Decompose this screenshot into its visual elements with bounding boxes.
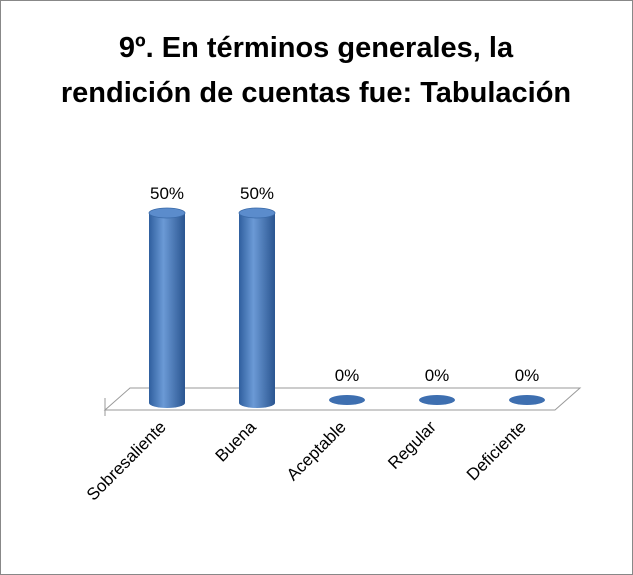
- x-tick-label: Regular: [384, 417, 440, 473]
- bar: [239, 213, 275, 408]
- value-label: 50%: [150, 184, 184, 203]
- x-tick-label: Aceptable: [283, 417, 350, 484]
- value-label: 50%: [240, 184, 274, 203]
- x-tick-label: Buena: [212, 417, 261, 466]
- bar: [329, 395, 365, 405]
- x-tick-label: Sobresaliente: [83, 417, 170, 504]
- chart-title: 9º. En términos generales, la rendición …: [60, 32, 572, 109]
- bar-top: [148, 207, 186, 219]
- x-tick-label: Deficiente: [463, 417, 530, 484]
- value-label: 0%: [335, 366, 360, 385]
- value-label: 0%: [515, 366, 540, 385]
- bar: [419, 395, 455, 405]
- bar: [509, 395, 545, 405]
- bar: [149, 213, 185, 408]
- bar-top: [238, 207, 276, 219]
- value-label: 0%: [425, 366, 450, 385]
